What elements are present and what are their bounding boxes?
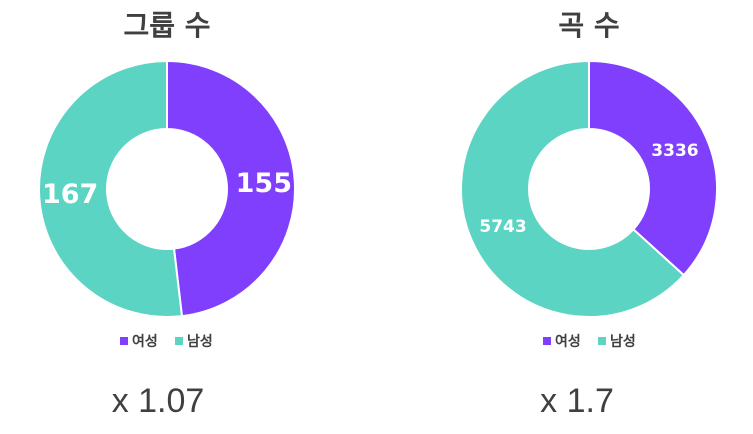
- slice-female: [588, 59, 718, 277]
- donut-chart: 3336 5743: [460, 59, 718, 318]
- legend: 여성 남성: [120, 333, 213, 350]
- legend: 여성 남성: [543, 333, 636, 350]
- slice-female: [166, 59, 296, 318]
- legend-label-male: 남성: [610, 333, 636, 350]
- donut-chart: 155 167: [38, 59, 296, 318]
- chart-title: 곡 수: [558, 9, 619, 42]
- slice-value-label: 167: [42, 179, 98, 210]
- slice-value-label: 3336: [651, 141, 698, 161]
- legend-swatch-male: [175, 337, 183, 345]
- slice-value-label: 5743: [479, 217, 526, 237]
- legend-label-female: 여성: [555, 333, 581, 350]
- slice-value-label: 155: [236, 168, 292, 199]
- chart-song-count: 곡 수 3336 5743 여성 남성 x 1.7: [460, 9, 718, 420]
- legend-label-female: 여성: [132, 333, 158, 350]
- ratio-annotation: x 1.7: [540, 382, 614, 420]
- chart-title: 그룹 수: [123, 9, 210, 42]
- chart-group-count: 그룹 수 155 167 여성 남성 x 1.07: [38, 9, 296, 420]
- legend-swatch-male: [598, 337, 606, 345]
- legend-label-male: 남성: [187, 333, 213, 350]
- legend-swatch-female: [543, 337, 551, 345]
- slice-male: [460, 59, 686, 318]
- ratio-annotation: x 1.07: [112, 382, 205, 420]
- legend-swatch-female: [120, 337, 128, 345]
- slice-male: [38, 59, 184, 318]
